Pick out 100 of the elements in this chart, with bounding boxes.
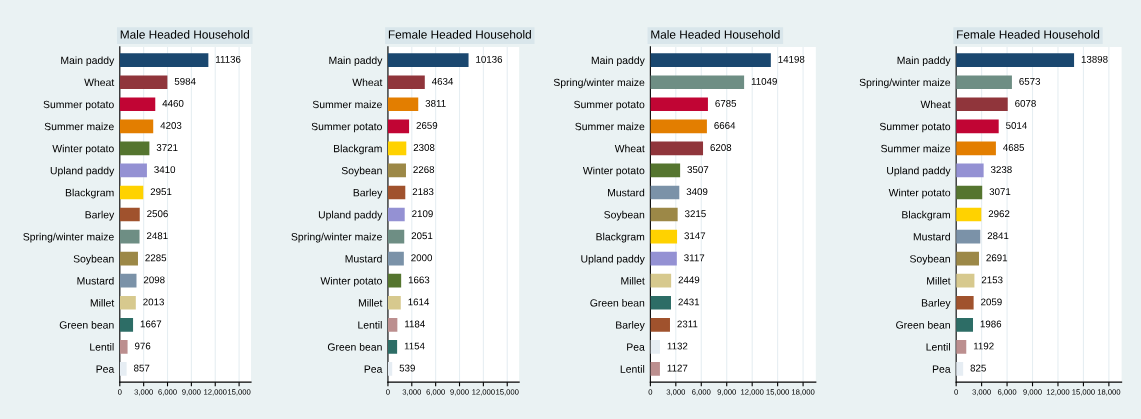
data-label: 4460 (162, 99, 184, 107)
data-label: 1614 (408, 298, 430, 306)
y-tick-label: Main paddy (61, 56, 115, 67)
y-tick-label: Pea (96, 365, 115, 373)
y-tick-label: Summer maize (575, 122, 645, 131)
y-tick-label: Winter potato (52, 144, 114, 155)
data-label: 2431 (678, 298, 700, 306)
y-tick-label: Blackgram (334, 144, 382, 155)
y-tick-label: Spring/winter maize (291, 232, 382, 243)
y-tick-label: Millet (927, 276, 951, 285)
data-label: 2059 (981, 298, 1002, 306)
y-tick-label: Winter potato (582, 166, 645, 177)
data-label: 3507 (687, 166, 709, 174)
y-tick-label: Main paddy (897, 56, 951, 67)
y-tick-label: Green bean (327, 343, 382, 351)
data-label: 3071 (989, 188, 1011, 196)
y-tick-label: Upland paddy (318, 210, 383, 221)
y-tick-label: Lentil (90, 343, 114, 351)
data-label: 1192 (973, 342, 994, 350)
y-tick-label: Wheat (84, 78, 115, 87)
data-label: 2841 (987, 232, 1009, 240)
data-label: 2000 (411, 254, 433, 262)
y-tick-label: Pea (364, 365, 383, 373)
data-label: 6785 (715, 99, 737, 107)
y-tick-label: Wheat (352, 78, 383, 87)
data-label: 2109 (412, 210, 433, 218)
y-tick-label: Barley (616, 321, 645, 331)
data-label: 539 (399, 364, 415, 372)
y-tick-label: Spring/winter maize (859, 78, 951, 89)
data-label: 14198 (778, 55, 805, 63)
y-tick-label: Millet (621, 276, 645, 285)
y-tick-label: Summer potato (574, 100, 645, 111)
y-tick-label: Lentil (358, 321, 382, 329)
y-tick-label: Pea (932, 365, 951, 373)
data-label: 2268 (413, 166, 435, 174)
y-tick-label: Winter potato (320, 276, 382, 287)
data-label: 1127 (667, 364, 688, 372)
data-label: 3410 (154, 166, 176, 174)
chart-title: Female Headed Household (388, 30, 531, 39)
data-label: 11049 (751, 77, 777, 85)
data-label: 5014 (1006, 122, 1027, 129)
y-tick-label: Pea (627, 343, 645, 351)
y-tick-label: Millet (358, 298, 383, 307)
y-tick-label: Green bean (896, 321, 950, 329)
data-label: 2962 (988, 210, 1010, 218)
data-label: 6573 (1019, 77, 1041, 85)
data-label: 6078 (1015, 99, 1036, 107)
data-label: 1986 (980, 320, 1002, 328)
y-tick-label: Millet (90, 298, 115, 307)
data-label: 3811 (425, 99, 446, 107)
data-label: 2506 (147, 210, 168, 218)
y-tick-label: Wheat (920, 100, 951, 109)
y-tick-label: Blackgram (902, 210, 950, 221)
y-tick-label: Summer potato (43, 100, 114, 111)
y-tick-label: Mustard (77, 276, 114, 285)
data-label: 13898 (1081, 55, 1108, 63)
y-tick-label: Upland paddy (50, 166, 115, 177)
data-label: 3147 (684, 232, 706, 240)
data-label: 1184 (405, 320, 425, 328)
data-label: 1132 (667, 342, 688, 350)
y-tick-label: Blackgram (596, 232, 645, 243)
y-tick-label: Winter potato (888, 188, 951, 199)
y-tick-label: Summer maize (881, 144, 951, 153)
data-label: 1663 (408, 276, 430, 284)
data-label: 2285 (145, 254, 167, 262)
y-tick-label: Lentil (620, 365, 645, 373)
y-tick-label: Barley (921, 298, 951, 309)
y-tick-label: Barley (353, 188, 383, 199)
chart-title: Male Headed Household (120, 30, 249, 39)
data-label: 1154 (404, 342, 425, 350)
y-tick-label: Wheat (614, 144, 645, 153)
y-tick-label: Blackgram (65, 188, 114, 199)
y-tick-label: Summer maize (312, 100, 382, 109)
y-tick-label: Green bean (590, 298, 645, 307)
data-label: 857 (133, 364, 150, 372)
data-label: 2311 (677, 320, 698, 328)
y-tick-label: Upland paddy (887, 166, 951, 177)
y-tick-label: Mustard (913, 232, 950, 241)
data-label: 2153 (981, 276, 1003, 284)
data-label: 2098 (143, 276, 165, 284)
data-label: 825 (970, 364, 986, 372)
data-label: 1667 (140, 320, 162, 328)
y-tick-label: Barley (85, 210, 115, 221)
y-tick-label: Soybean (341, 166, 382, 177)
data-label: 2481 (146, 232, 168, 240)
y-tick-label: Soybean (604, 210, 645, 221)
chart-title: Female Headed Household (957, 30, 1100, 39)
data-label: 2013 (143, 298, 164, 306)
data-label: 3117 (684, 254, 705, 262)
y-tick-label: Main paddy (329, 56, 383, 67)
data-label: 976 (134, 342, 151, 350)
y-tick-label: Green bean (59, 321, 114, 329)
data-label: 4634 (431, 77, 454, 85)
data-label: 4203 (160, 122, 182, 129)
data-label: 6208 (710, 144, 732, 151)
data-label: 3215 (684, 210, 706, 218)
y-tick-label: Summer maize (44, 122, 114, 131)
y-tick-label: Spring/winter maize (23, 232, 114, 243)
data-label: 3721 (156, 144, 178, 151)
data-label: 2691 (986, 254, 1008, 262)
